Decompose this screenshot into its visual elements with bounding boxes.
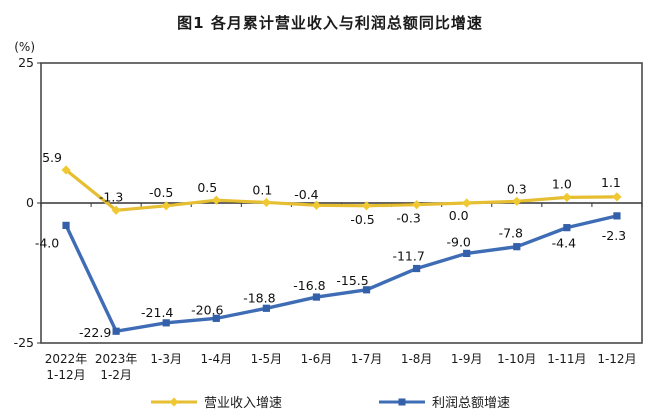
data-point-marker <box>362 286 371 294</box>
data-point-label: 0.5 <box>197 180 217 195</box>
data-point-marker <box>462 198 472 208</box>
data-point-marker <box>162 319 170 327</box>
data-point-marker <box>563 224 571 232</box>
data-point-marker <box>111 205 121 215</box>
data-point-marker <box>161 201 171 211</box>
data-point-marker <box>311 200 322 210</box>
y-tick-label: 25 <box>18 55 34 70</box>
x-tick-label: 1-7月 <box>351 352 383 366</box>
data-point-label: -18.8 <box>243 290 275 305</box>
x-tick-label: 2022年 <box>45 352 88 366</box>
data-point-label: -11.7 <box>392 249 424 264</box>
x-tick-label: 2023年 <box>95 352 138 366</box>
data-point-marker <box>512 196 522 206</box>
x-tick-label: 1-2月 <box>100 368 132 382</box>
data-point-label: -0.5 <box>350 212 374 227</box>
profit-series-line <box>64 214 619 333</box>
data-point-marker <box>361 201 372 211</box>
data-point-label: 0.1 <box>252 182 272 197</box>
data-point-label: -7.8 <box>499 226 523 241</box>
data-point-marker <box>262 304 270 312</box>
x-tick-label: 1-12月 <box>46 368 85 382</box>
x-tick-label: 1-6月 <box>301 352 333 366</box>
data-point-label: -4.0 <box>35 235 59 250</box>
data-point-label: -0.3 <box>396 211 420 226</box>
data-point-label: -2.3 <box>602 228 626 243</box>
x-tick-label: 1-4月 <box>200 352 232 366</box>
data-point-marker <box>612 192 622 202</box>
x-tick-label: 1-11月 <box>547 352 586 366</box>
data-point-label: 1.1 <box>601 175 621 190</box>
legend-item-revenue: 营业收入增速 <box>150 392 282 411</box>
legend-label-revenue: 营业收入增速 <box>203 396 282 411</box>
data-point-label: 0.3 <box>507 181 527 196</box>
data-point-label: 0.0 <box>449 208 469 223</box>
data-point-label: -0.4 <box>294 187 318 202</box>
data-point-marker <box>61 165 71 175</box>
x-tick-label: 1-12月 <box>597 352 636 366</box>
data-point-marker <box>413 264 421 273</box>
y-tick-label: -25 <box>14 335 34 350</box>
data-point-marker <box>62 221 70 229</box>
data-point-label: -21.4 <box>141 305 173 320</box>
data-point-label: -1.3 <box>99 189 123 204</box>
data-point-label: -9.0 <box>447 234 471 249</box>
data-point-label: 1.0 <box>552 176 572 191</box>
x-tick-label: 1-9月 <box>451 352 483 366</box>
x-tick-label: 1-8月 <box>401 352 433 366</box>
profit-line-swatch-icon <box>379 398 425 405</box>
data-point-marker <box>211 195 221 205</box>
data-point-marker <box>513 243 521 251</box>
data-point-label: -16.8 <box>293 278 325 293</box>
legend-item-profit: 利润总额增速 <box>378 392 510 411</box>
revenue-line-swatch-icon <box>150 397 197 406</box>
data-point-label: -20.6 <box>191 302 223 317</box>
data-point-label: -15.5 <box>336 273 368 288</box>
x-tick-label: 1-5月 <box>251 352 283 366</box>
data-point-marker <box>562 192 572 202</box>
legend-label-profit: 利润总额增速 <box>432 396 511 411</box>
legend-marker <box>169 397 179 406</box>
chart-title: 图1 各月累计营业收入与利润总额同比增速 <box>177 14 483 32</box>
revenue-series-line <box>64 168 619 212</box>
data-point-marker <box>261 197 271 208</box>
data-point-marker <box>212 314 220 322</box>
data-point-label: -0.5 <box>149 185 173 200</box>
data-point-marker <box>613 212 621 220</box>
x-tick-label: 1-10月 <box>497 352 536 366</box>
chart-legend: 营业收入增速 利润总额增速 <box>0 392 660 411</box>
data-point-marker <box>463 249 471 257</box>
y-tick-label: 0 <box>26 195 34 210</box>
data-point-marker <box>112 327 120 335</box>
data-point-marker <box>312 293 321 301</box>
x-tick-label: 1-3月 <box>150 352 182 366</box>
data-point-label: -22.9 <box>79 325 111 340</box>
data-point-marker <box>412 200 422 210</box>
legend-marker <box>398 398 406 405</box>
data-point-label: -4.4 <box>552 236 576 251</box>
data-point-label: 5.9 <box>42 150 62 165</box>
y-axis-unit-label: (%) <box>14 40 35 54</box>
